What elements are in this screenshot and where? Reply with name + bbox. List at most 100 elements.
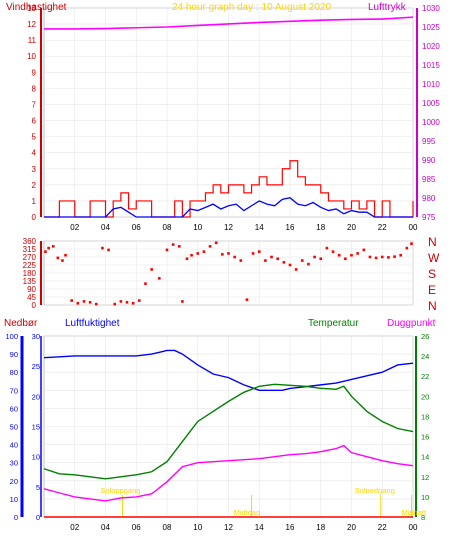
- wind-gust-line: [44, 160, 414, 218]
- pressure-y-tick-label: 1030: [422, 4, 440, 13]
- direction-point: [301, 259, 304, 262]
- direction-point: [56, 256, 60, 260]
- wind-y-tick-label: 13: [27, 4, 36, 13]
- temperature-y-tick-label: 16: [421, 433, 429, 442]
- direction-point: [221, 253, 224, 256]
- climate-x-tick-label: 08: [163, 523, 172, 532]
- temperature-y-tick-label: 20: [421, 392, 429, 401]
- direction-point: [47, 246, 50, 250]
- direction-point: [331, 250, 335, 253]
- wind-y-tick-label: 0: [32, 213, 37, 222]
- direction-point: [171, 243, 175, 246]
- humidity-y-tick-label: 90: [10, 350, 18, 359]
- rain-y-tick-label: 30: [32, 332, 40, 341]
- pressure-y-tick-label: 1015: [422, 61, 440, 70]
- climate-x-tick-label: 06: [132, 523, 141, 532]
- sun-marker-label: Solnedgang: [355, 486, 395, 495]
- graph-title: 24 hour graph day : 10 August 2020: [172, 2, 331, 13]
- direction-point: [119, 300, 123, 303]
- direction-point: [125, 301, 129, 304]
- direction-point: [227, 252, 230, 255]
- direction-point: [185, 257, 189, 261]
- wind-x-tick-label: 10: [193, 223, 202, 232]
- direction-point: [70, 299, 73, 302]
- direction-point: [307, 262, 310, 266]
- climate-x-tick-label: 10: [193, 523, 202, 532]
- direction-point: [362, 248, 366, 252]
- pressure-y-tick-label: 1020: [422, 42, 440, 51]
- direction-point: [405, 246, 409, 250]
- temperature-y-tick-label: 8: [421, 513, 425, 522]
- wind-x-tick-label: 04: [101, 223, 110, 232]
- direction-point: [94, 302, 98, 306]
- direction-point: [214, 241, 218, 245]
- humidity-y-tick-label: 40: [10, 441, 18, 450]
- direction-point: [107, 248, 110, 252]
- direction-point: [76, 301, 80, 305]
- pressure-y-tick-label: 990: [422, 156, 436, 165]
- temperature-title: Temperatur: [308, 318, 359, 329]
- temperature-y-tick-label: 18: [421, 412, 429, 421]
- pressure-y-tick-label: 985: [422, 175, 436, 184]
- direction-point: [294, 268, 298, 271]
- climate-x-tick-label: 14: [255, 523, 264, 532]
- direction-point: [282, 261, 286, 264]
- direction-point: [350, 253, 353, 257]
- sun-marker-label: Midnatt: [401, 508, 427, 517]
- wind-y-tick-label: 4: [32, 149, 37, 158]
- direction-point: [178, 245, 181, 248]
- wind-y-tick-label: 5: [32, 133, 37, 142]
- wind-y-tick-label: 3: [32, 165, 37, 174]
- direction-y-tick-label: 90: [27, 285, 36, 294]
- pressure-y-tick-label: 1005: [422, 99, 440, 108]
- pressure-y-tick-label: 1000: [422, 118, 440, 127]
- climate-x-tick-label: 20: [347, 523, 356, 532]
- dewpoint-title: Duggpunkt: [387, 318, 436, 329]
- wind-average-line: [44, 197, 413, 218]
- direction-point: [356, 252, 359, 255]
- pressure-y-tick-label: 995: [422, 137, 436, 146]
- compass-letter: W: [428, 251, 440, 265]
- direction-point: [325, 246, 329, 250]
- humidity-y-tick-label: 10: [10, 495, 18, 504]
- dewpoint-line: [43, 444, 414, 502]
- wind-x-tick-label: 00: [409, 223, 418, 232]
- wind-y-tick-label: 9: [32, 68, 37, 77]
- direction-point: [131, 301, 135, 305]
- compass-letter: E: [428, 283, 436, 297]
- direction-point: [393, 255, 396, 258]
- direction-point: [337, 253, 341, 257]
- climate-x-tick-label: 16: [286, 523, 295, 532]
- wind-y-tick-label: 2: [32, 181, 37, 190]
- temperature-line: [43, 383, 414, 480]
- direction-point: [319, 257, 323, 261]
- wind-x-tick-label: 16: [286, 223, 295, 232]
- temperature-y-tick-label: 22: [421, 372, 429, 381]
- direction-point: [264, 259, 267, 262]
- humidity-y-tick-label: 70: [10, 386, 18, 395]
- direction-point: [144, 282, 147, 285]
- climate-x-tick-label: 18: [316, 523, 325, 532]
- direction-point: [270, 255, 273, 259]
- direction-point: [190, 253, 193, 257]
- pressure-y-tick-label: 1025: [422, 23, 440, 32]
- pressure-line: [44, 16, 414, 30]
- direction-y-tick-label: 360: [23, 237, 37, 246]
- wind-x-tick-label: 06: [132, 223, 141, 232]
- sun-marker-label: Midtdag: [234, 508, 261, 517]
- direction-y-tick-label: 225: [23, 261, 37, 270]
- humidity-y-tick-label: 100: [5, 332, 18, 341]
- direction-point: [181, 300, 184, 303]
- wind-title: Vindhastighet: [6, 2, 67, 13]
- wind-x-tick-label: 14: [255, 223, 264, 232]
- rain-y-tick-label: 20: [32, 392, 40, 401]
- rain-y-tick-label: 0: [36, 513, 40, 522]
- rain-y-tick-label: 10: [32, 453, 40, 462]
- temperature-y-tick-label: 24: [421, 352, 429, 361]
- direction-point: [399, 253, 402, 257]
- wind-x-tick-label: 18: [316, 223, 325, 232]
- climate-x-tick-label: 04: [101, 523, 110, 532]
- pressure-title: Lufttrykk: [368, 2, 407, 13]
